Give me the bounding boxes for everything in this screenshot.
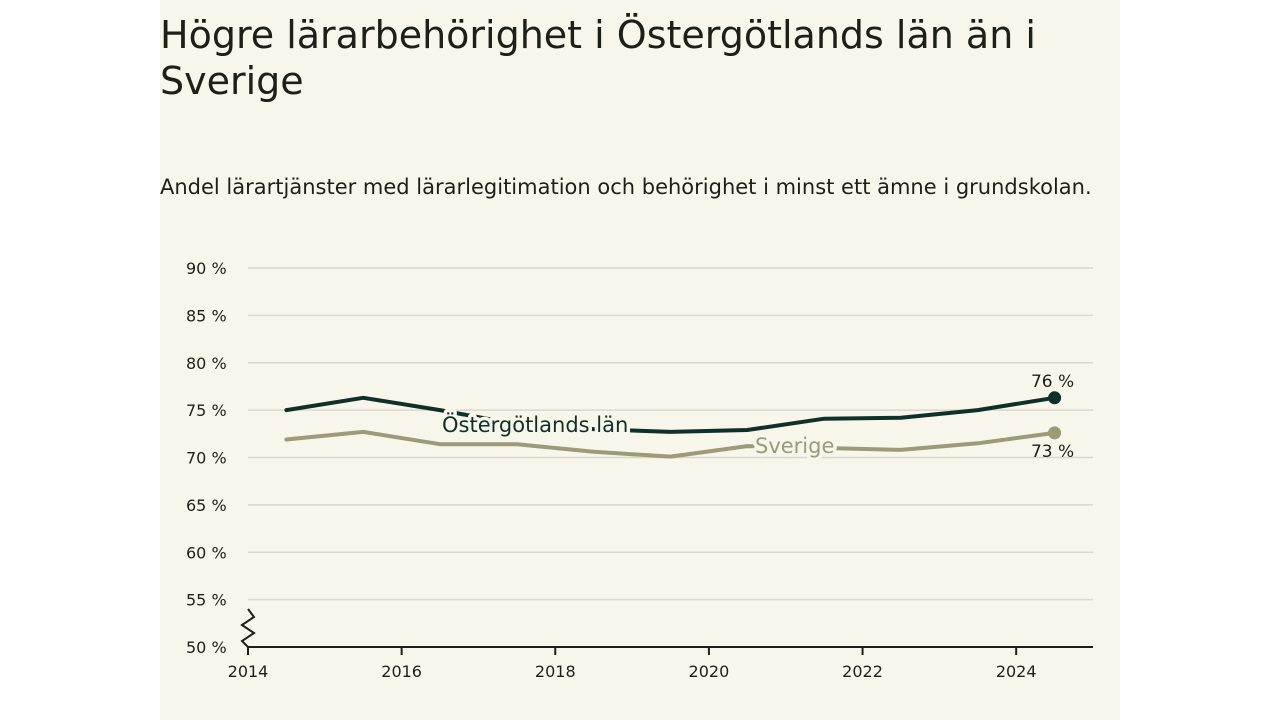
x-tick-label-2014: 2014	[228, 662, 269, 681]
y-tick-label-75: 75 %	[186, 401, 227, 420]
y-tick-label-80: 80 %	[186, 354, 227, 373]
series-label-1: Sverige	[755, 434, 834, 458]
y-tick-label-55: 55 %	[186, 591, 227, 610]
series-end-label-1: 73 %	[1031, 442, 1074, 462]
series-end-label-0: 76 %	[1031, 372, 1074, 392]
y-tick-label-65: 65 %	[186, 496, 227, 515]
chart-panel: Högre lärarbehörighet i Östergötlands lä…	[160, 0, 1120, 720]
series-line-1	[284, 429, 1057, 459]
x-tick-label-2020: 2020	[689, 662, 730, 681]
y-tick-label-60: 60 %	[186, 543, 227, 562]
y-tick-label-70: 70 %	[186, 449, 227, 468]
y-tick-label-90: 90 %	[186, 259, 227, 278]
series-line-0	[284, 395, 1057, 434]
x-tick-label-2022: 2022	[842, 662, 883, 681]
y-tick-label-50: 50 %	[186, 638, 227, 657]
line-chart: 90 % 85 % 80 % 75 % 70 % 65 % 60 % 55 % 50 %2014…	[186, 259, 1093, 681]
series-label-0: Östergötlands län	[442, 412, 628, 437]
chart-title: Högre lärarbehörighet i Östergötlands lä…	[160, 13, 1036, 103]
series-end-point-1	[1048, 426, 1062, 440]
axis-break-icon	[240, 608, 256, 648]
x-tick-label-2024: 2024	[996, 662, 1037, 681]
y-tick-label-85: 85 %	[186, 306, 227, 325]
series-end-point-0	[1048, 391, 1062, 405]
chart-subtitle: Andel lärartjänster med lärarlegitimatio…	[160, 175, 1092, 199]
x-tick-label-2016: 2016	[381, 662, 422, 681]
x-tick-label-2018: 2018	[535, 662, 576, 681]
